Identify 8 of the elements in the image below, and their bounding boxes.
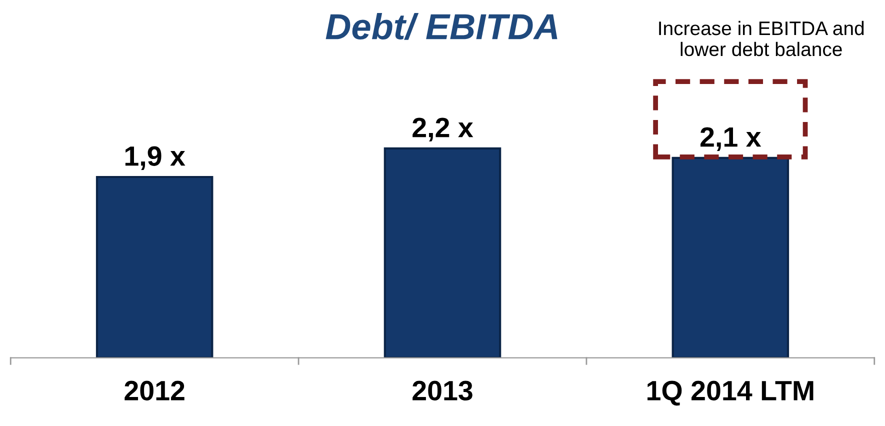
text: Increase in EBITDA and lower debt balance [659,20,864,56]
x-tick-label: 2012 [124,380,184,400]
x-tick-label: 2013 [412,380,472,401]
data-label: 2,1 x [700,127,762,151]
data-label: 2,2 x [412,118,474,142]
x-tick-label: 1Q 2014 LTM [648,380,814,406]
data-label: 1,9 x [125,146,186,170]
chart-title: Debt/ EBITDA [326,12,558,40]
